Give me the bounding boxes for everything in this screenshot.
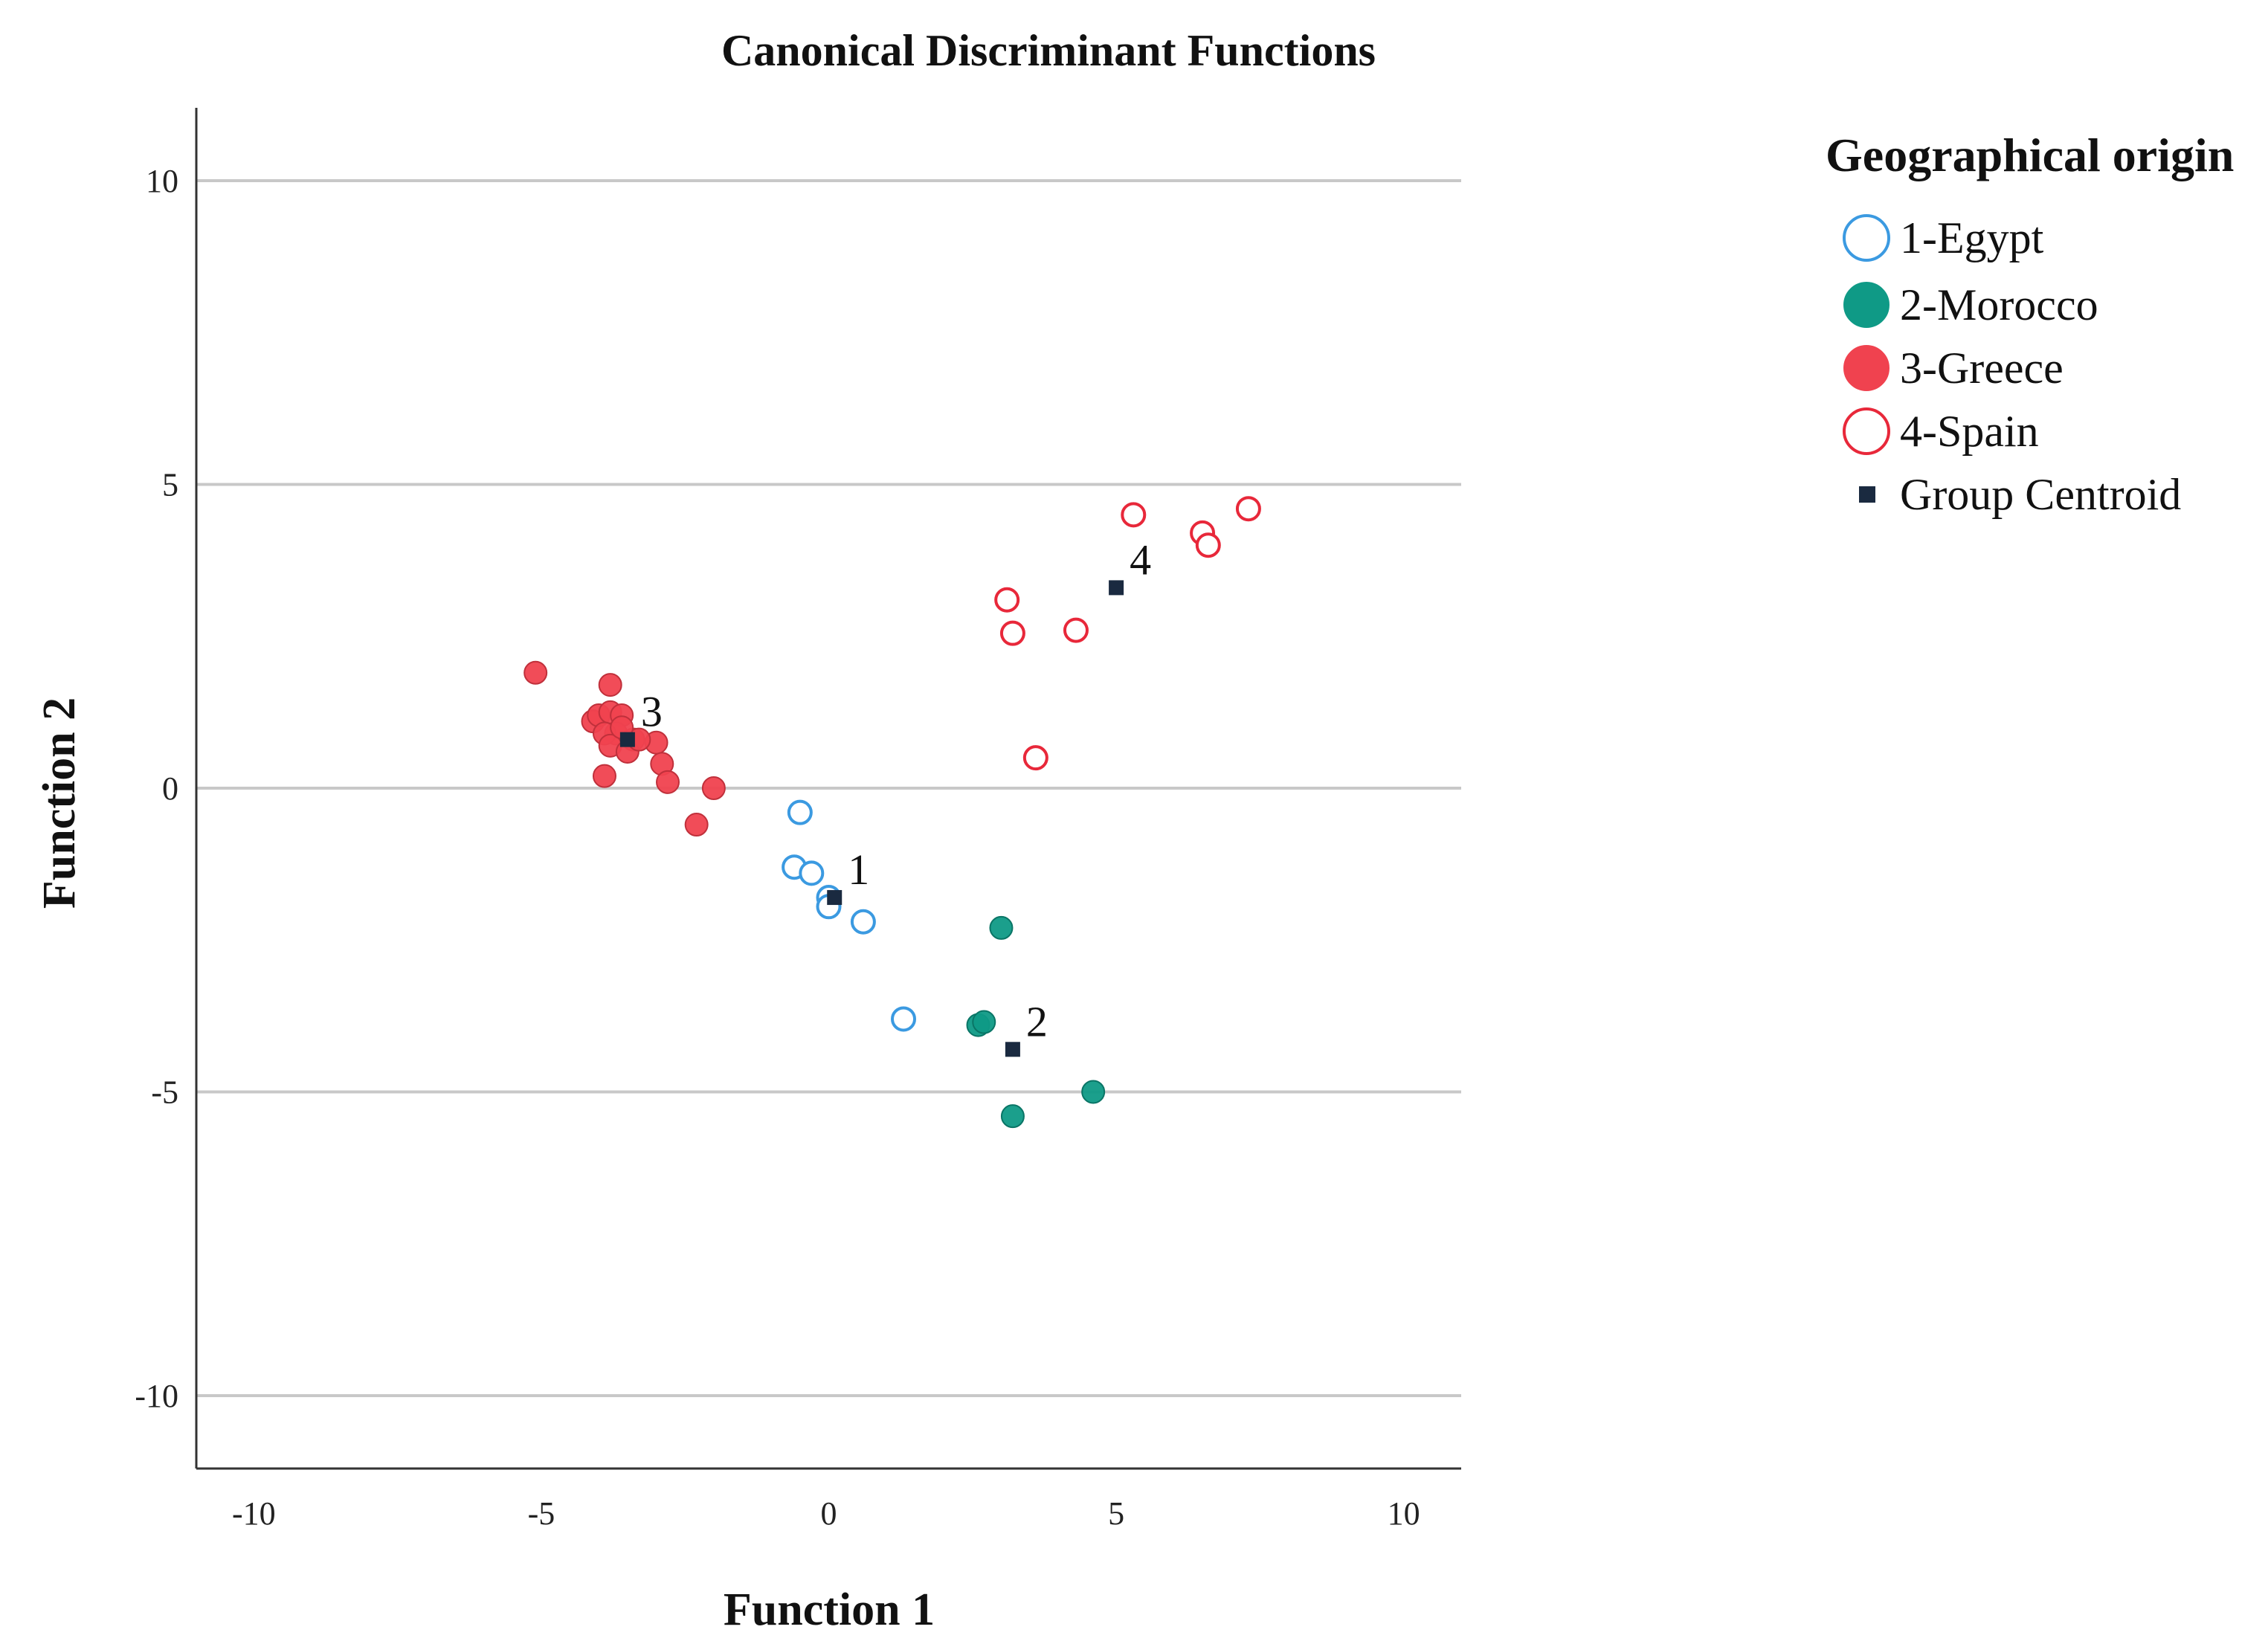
point-3-greece [523,660,548,685]
legend-item-3-greece: 3-Greece [1900,344,2064,393]
group-centroid-marker [1109,580,1124,596]
centroid-label: 1 [848,845,869,894]
gridlines [196,179,1461,1397]
point-4-spain [999,620,1025,646]
y-tick-label: 0 [162,770,178,807]
point-4-spain [1195,532,1221,558]
point-4-spain [1235,496,1261,522]
y-tick-label: -10 [135,1378,178,1414]
y-tick-label: 5 [162,467,178,503]
legend-marker-2-morocco [1843,282,1890,328]
point-2-morocco [989,915,1014,940]
point-3-greece [684,813,709,837]
x-tick-label: 0 [821,1495,837,1532]
point-3-greece [592,764,616,788]
centroid-label: 4 [1130,535,1151,584]
point-2-morocco [1000,1104,1025,1129]
point-3-greece [598,673,622,697]
legend-item-4-spain: 4-Spain [1900,407,2039,456]
point-3-greece [701,776,726,800]
y-tick-labels: 10 5 0 -5 -10 [135,163,178,1414]
x-tick-label: 10 [1388,1495,1420,1532]
group-centroids: 1 2 3 4 [619,535,1151,1057]
y-tick-label: 10 [146,163,178,199]
legend-item-group-centroid: Group Centroid [1900,470,2181,519]
point-1-egypt [787,799,813,825]
x-tick-labels: -10 -5 0 5 10 [232,1495,1420,1532]
data-points [523,496,1261,1129]
legend-marker-1-egypt [1843,214,1890,262]
axes [195,108,1461,1470]
point-4-spain [1063,617,1089,643]
point-4-spain [994,587,1020,613]
point-1-egypt [891,1006,917,1032]
x-tick-label: 5 [1108,1495,1124,1532]
legend-marker-centroid [1859,486,1875,503]
legend-item-1-egypt: 1-Egypt [1900,213,2044,262]
point-2-morocco [972,1010,996,1034]
x-tick-label: -10 [232,1495,276,1532]
legend-title: Geographical origin [1826,129,2234,181]
centroid-label: 3 [641,688,663,736]
y-tick-label: -5 [151,1074,178,1110]
x-axis-title: Function 1 [724,1585,935,1635]
point-1-egypt [799,860,825,886]
centroid-label: 2 [1026,997,1048,1045]
legend-marker-3-greece [1843,345,1890,391]
group-centroid-marker [1005,1042,1020,1057]
point-4-spain [1121,502,1147,528]
point-2-morocco [1081,1080,1106,1104]
chart-title: Canonical Discriminant Functions [721,26,1376,75]
legend-item-2-morocco: 2-Morocco [1900,280,2098,329]
x-tick-label: -5 [528,1495,555,1532]
legend: Geographical origin 1-Egypt 2-Morocco 3-Gre… [1826,129,2234,519]
y-axis-title: Function 2 [34,697,85,909]
point-1-egypt [850,909,876,935]
point-4-spain [1022,745,1048,771]
point-3-greece [656,770,680,794]
legend-marker-4-spain [1843,407,1890,455]
group-centroid-marker [619,732,635,747]
group-centroid-marker [827,890,843,906]
